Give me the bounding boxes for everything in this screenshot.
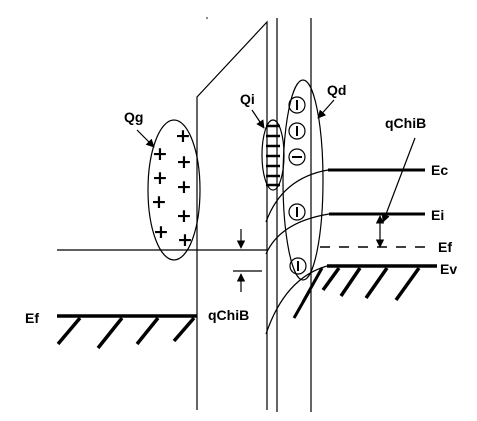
qg-callout-arrow [136, 129, 155, 148]
depletion-ions [288, 96, 307, 275]
plus-sign: + [153, 221, 169, 243]
conduction-band-bend [265, 169, 329, 223]
depletion-charge-region [282, 79, 324, 281]
plus-sign: + [152, 143, 168, 165]
valence-band-hatching [292, 266, 421, 319]
plus-sign: + [177, 229, 193, 251]
qchib-label-left: qChiB [208, 307, 249, 323]
intrinsic-level-bend [265, 213, 330, 255]
qchib-callout-arrow [381, 137, 416, 223]
plus-sign: + [176, 205, 192, 227]
plus-sign: + [152, 167, 168, 189]
qd-label: Qd [327, 82, 346, 98]
gate-charge-signs: + + + + + + + + + [151, 125, 193, 251]
qi-label: Qi [240, 91, 255, 107]
plus-sign: + [175, 125, 191, 147]
ef-label-left: Ef [25, 310, 39, 326]
ef-label-right: Ef [438, 239, 452, 255]
plus-sign: + [176, 176, 192, 198]
metal-fermi-hatching [56, 314, 197, 350]
qi-callout-arrow [251, 109, 265, 129]
ev-label: Ev [440, 261, 457, 277]
plus-sign: + [176, 151, 192, 173]
ei-label: Ei [431, 207, 444, 223]
gate-oxide-outline [196, 20, 268, 410]
gate-charge-region [147, 119, 201, 261]
qg-label: Qg [124, 109, 143, 125]
plus-sign: + [151, 191, 167, 213]
qd-callout-arrow [317, 99, 335, 119]
ec-label: Ec [431, 162, 448, 178]
valence-band-bend [265, 265, 328, 335]
inversion-charge-bars [266, 124, 280, 187]
qchib-label-right: qChiB [385, 115, 426, 131]
stray-dot [206, 17, 208, 19]
